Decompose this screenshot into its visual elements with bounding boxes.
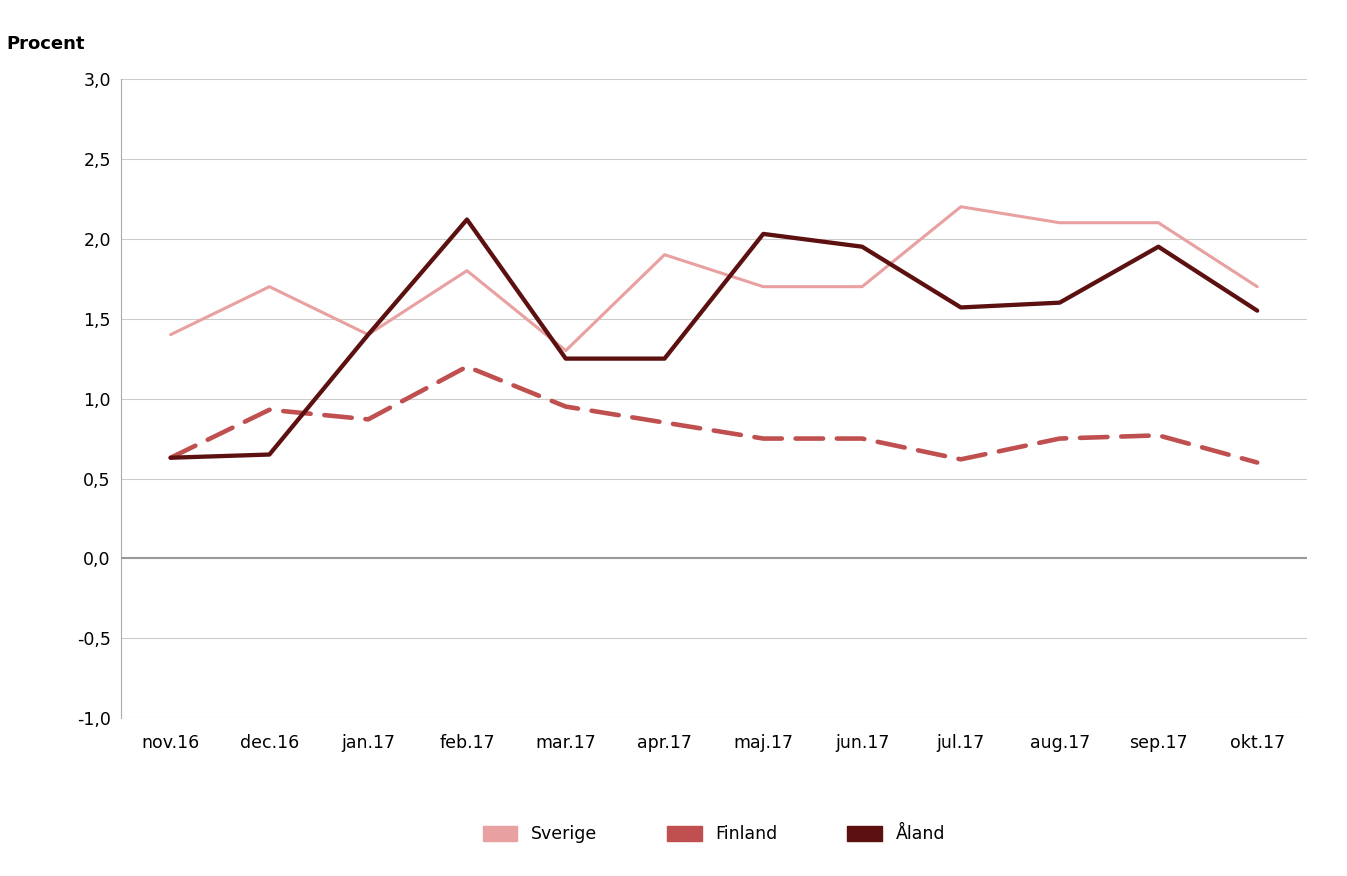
Legend: Sverige, Finland, Åland: Sverige, Finland, Åland [475,818,952,851]
Text: Procent: Procent [7,34,85,53]
